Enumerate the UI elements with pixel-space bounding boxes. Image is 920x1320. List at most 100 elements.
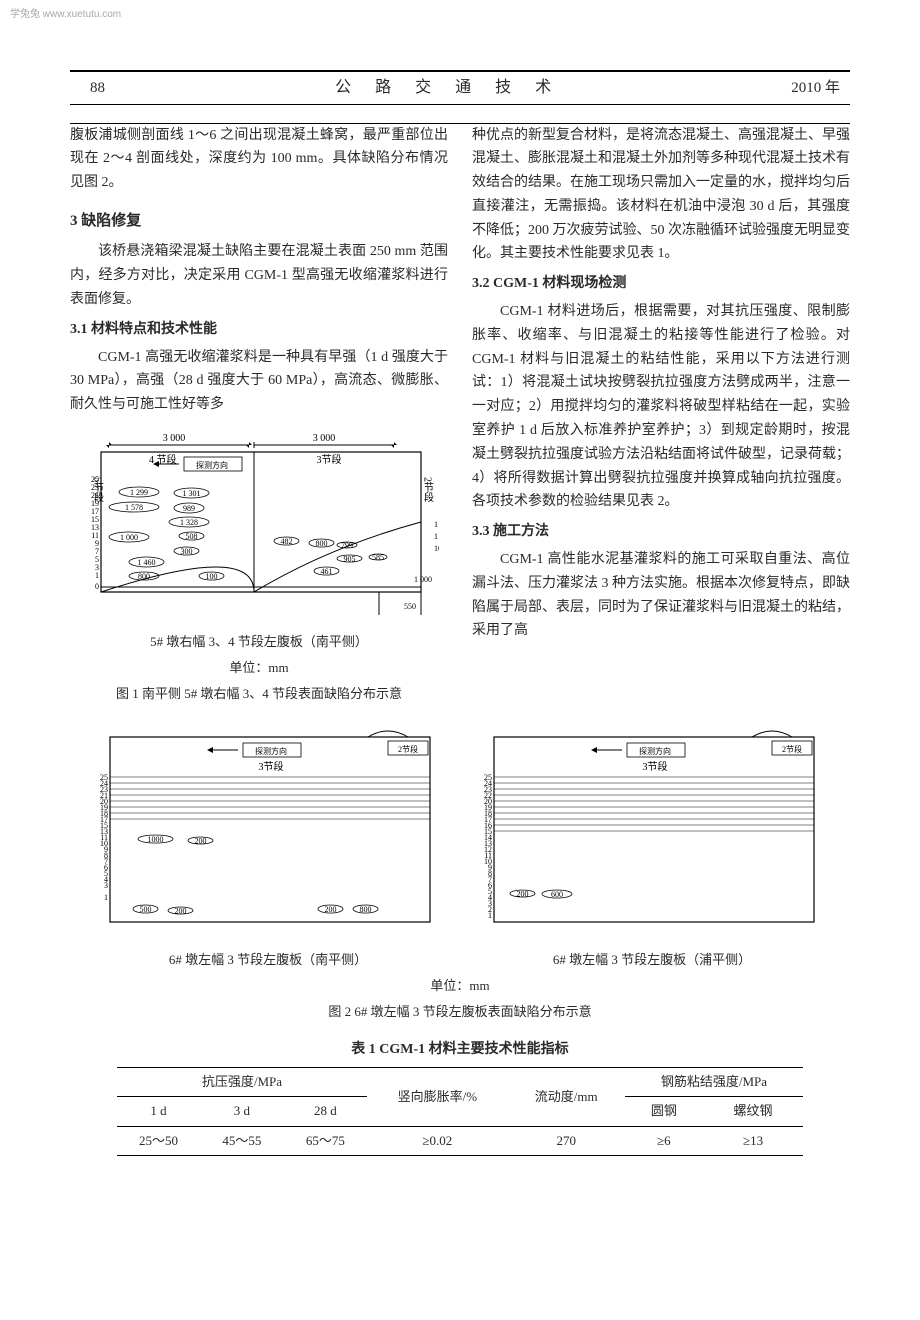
grid-lines	[494, 777, 814, 831]
axis-label: 3 000	[313, 433, 336, 444]
page-header: 88 公 路 交 通 技 术 2010 年	[70, 70, 850, 105]
figure-2-right-caption: 6# 墩左幅 3 节段左腹板（浦平侧）	[472, 949, 832, 971]
svg-text:1000: 1000	[148, 835, 164, 844]
th-round: 圆钢	[625, 1097, 703, 1126]
defect-ovals: 1 2991 5781 0001 4608001 3019891 3285083…	[109, 487, 387, 581]
svg-text:200: 200	[517, 890, 529, 899]
td: 65～75	[284, 1126, 367, 1155]
td: ≥6	[625, 1126, 703, 1155]
page-container: 88 公 路 交 通 技 术 2010 年 腹板浦城侧剖面线 1～6 之间出现混…	[0, 0, 920, 1186]
defect-ovals: 200 600	[510, 890, 572, 900]
svg-text:508: 508	[186, 532, 198, 541]
svg-text:200: 200	[175, 907, 187, 916]
body-para: 种优点的新型复合材料，是将流态混凝土、高强混凝土、早强混凝土、膨胀混凝土和混凝土…	[472, 124, 850, 267]
td: 270	[508, 1126, 625, 1155]
svg-text:300: 300	[181, 547, 193, 556]
table-1-title: 表 1 CGM-1 材料主要技术性能指标	[70, 1038, 850, 1062]
figure-2-unit: 单位：mm	[70, 975, 850, 997]
segment-label: 2节段	[398, 744, 418, 754]
arrow-label: 探测方向	[639, 746, 671, 756]
year-label: 2010 年	[791, 76, 850, 102]
body-para: 腹板浦城侧剖面线 1～6 之间出现混凝土蜂窝，最严重部位出现在 2～4 剖面线处…	[70, 124, 448, 195]
th-28d: 28 d	[284, 1097, 367, 1126]
svg-text:799: 799	[341, 541, 353, 550]
figure-1-subcaption: 5# 墩右幅 3、4 节段左腹板（南平侧）	[70, 631, 448, 653]
dim-label: 1 000	[414, 575, 432, 584]
th-bond: 钢筋粘结强度/MPa	[625, 1068, 803, 1097]
defect-ovals: 1000 200 500 200 200 800	[133, 835, 378, 916]
svg-text:800: 800	[316, 539, 328, 548]
svg-text:3: 3	[104, 881, 108, 890]
svg-text:1 460: 1 460	[138, 558, 156, 567]
svg-text:1 299: 1 299	[130, 488, 148, 497]
td: 25～50	[117, 1126, 200, 1155]
svg-text:100: 100	[206, 572, 218, 581]
figure-1-svg: 3 000 3 000 5节段 2节段 4 节段 3节段	[79, 427, 439, 627]
figure-1-unit: 单位：mm	[70, 657, 448, 679]
svg-text:200: 200	[325, 905, 337, 914]
axis-label: 3 000	[163, 433, 186, 444]
dim-label: 104 0	[434, 544, 439, 553]
table-1: 抗压强度/MPa 竖向膨胀率/% 流动度/mm 钢筋粘结强度/MPa 1 d 3…	[117, 1067, 803, 1155]
segment-label: 3节段	[317, 453, 342, 466]
left-column: 腹板浦城侧剖面线 1～6 之间出现混凝土蜂窝，最严重部位出现在 2～4 剖面线处…	[70, 124, 448, 706]
dim-label: 1 000	[434, 532, 439, 541]
svg-text:200: 200	[195, 837, 207, 846]
svg-text:461: 461	[321, 567, 333, 576]
svg-text:1 000: 1 000	[120, 533, 138, 542]
th-3d: 3 d	[200, 1097, 283, 1126]
td: ≥13	[703, 1126, 803, 1155]
svg-text:1 301: 1 301	[183, 489, 201, 498]
th-flow: 流动度/mm	[508, 1068, 625, 1126]
svg-text:989: 989	[183, 504, 195, 513]
arrow-label: 探测方向	[196, 460, 228, 470]
body-para: 该桥悬浇箱梁混凝土缺陷主要在混凝土表面 250 mm 范围内，经多方对比，决定采…	[70, 240, 448, 311]
page-number: 88	[70, 76, 105, 102]
svg-text:800: 800	[360, 905, 372, 914]
figure-2-left-svg: 探测方向 2节段 3节段 25 24	[88, 715, 448, 945]
y-axis-ticks: 25 23 21 19 17 15 13 11 9 7 5 3 1 0	[91, 475, 99, 591]
body-para: CGM-1 材料进场后，根据需要，对其抗压强度、限制膨胀率、收缩率、与旧混凝土的…	[472, 300, 850, 514]
svg-text:482: 482	[281, 537, 293, 546]
figure-2-block: 探测方向 2节段 3节段 25 24	[70, 715, 850, 1155]
figure-2-right: 探测方向 2节段 3节段 25 24	[472, 715, 832, 971]
dim-label: 1 200	[434, 520, 439, 529]
body-para: CGM-1 高强无收缩灌浆料是一种具有早强（1 d 强度大于 30 MPa），高…	[70, 346, 448, 417]
svg-text:0: 0	[95, 582, 99, 591]
dim-label: 550	[404, 602, 416, 611]
th-strength: 抗压强度/MPa	[117, 1068, 367, 1097]
th-ribbed: 螺纹钢	[703, 1097, 803, 1126]
figure-2-right-svg: 探测方向 2节段 3节段 25 24	[472, 715, 832, 945]
svg-text:800: 800	[138, 572, 150, 581]
svg-text:1: 1	[104, 893, 108, 902]
two-column-layout: 腹板浦城侧剖面线 1～6 之间出现混凝土蜂窝，最严重部位出现在 2～4 剖面线处…	[70, 124, 850, 706]
th-expand: 竖向膨胀率/%	[367, 1068, 508, 1126]
subsection-heading-31: 3.1 材料特点和技术性能	[70, 318, 448, 342]
segment-label: 3节段	[259, 760, 284, 773]
y-axis-ticks: 25 24 23 22 20 19 18 17 16 15 14 13 12 1…	[484, 773, 492, 920]
td: ≥0.02	[367, 1126, 508, 1155]
figure-1-caption: 图 1 南平侧 5# 墩右幅 3、4 节段表面缺陷分布示意	[70, 683, 448, 705]
subsection-heading-32: 3.2 CGM-1 材料现场检测	[472, 272, 850, 296]
subsection-heading-33: 3.3 施工方法	[472, 520, 850, 544]
th-1d: 1 d	[117, 1097, 200, 1126]
y-axis-ticks: 25 24 23 21 20 19 18 17 15 13 11 10 9 8	[100, 773, 108, 902]
journal-title: 公 路 交 通 技 术	[335, 74, 561, 101]
svg-text:1: 1	[95, 571, 99, 580]
svg-text:1 328: 1 328	[180, 518, 198, 527]
right-column: 种优点的新型复合材料，是将流态混凝土、高强混凝土、早强混凝土、膨胀混凝土和混凝土…	[472, 124, 850, 706]
segment-label: 2节段	[782, 744, 802, 754]
arrow-label: 探测方向	[255, 746, 287, 756]
segment-label: 2节段	[422, 477, 434, 503]
figure-1: 3 000 3 000 5节段 2节段 4 节段 3节段	[70, 427, 448, 705]
svg-text:585: 585	[372, 553, 384, 562]
figure-2-left: 探测方向 2节段 3节段 25 24	[88, 715, 448, 971]
svg-text:500: 500	[140, 905, 152, 914]
body-para: CGM-1 高性能水泥基灌浆料的施工可采取自重法、高位漏斗法、压力灌浆法 3 种…	[472, 548, 850, 643]
svg-text:905: 905	[344, 554, 356, 563]
svg-text:600: 600	[551, 890, 563, 899]
figure-2-caption: 图 2 6# 墩左幅 3 节段左腹板表面缺陷分布示意	[70, 1001, 850, 1023]
section-heading-3: 3 缺陷修复	[70, 209, 448, 235]
segment-label: 3节段	[643, 760, 668, 773]
grid-lines	[110, 777, 430, 819]
